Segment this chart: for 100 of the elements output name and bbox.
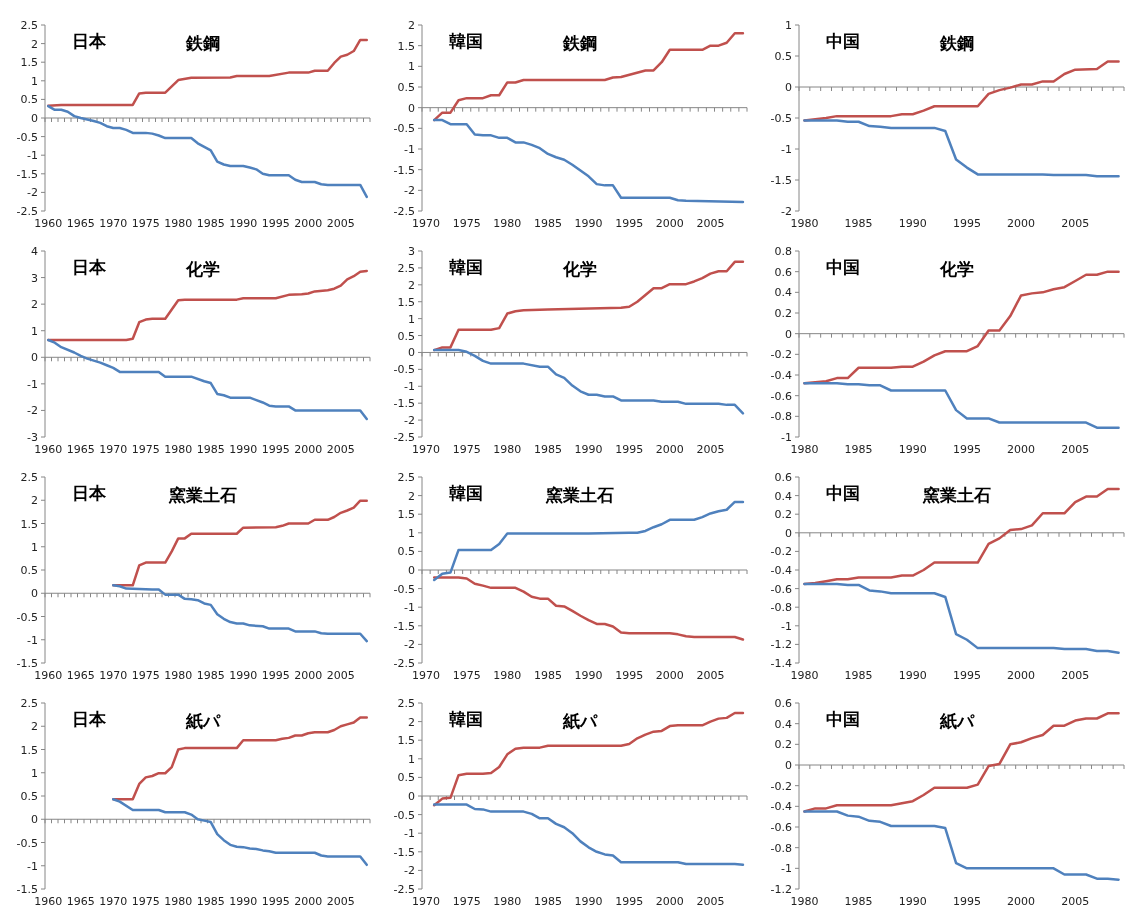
x-tick-label: 2000 <box>1007 443 1036 456</box>
y-tick-label: -2 <box>27 186 38 200</box>
x-tick-label: 1970 <box>99 669 128 682</box>
y-tick-label: -1.5 <box>393 163 415 177</box>
y-tick-label: 2.5 <box>20 471 38 484</box>
y-tick-label: -0.4 <box>770 369 792 382</box>
x-tick-label: 2000 <box>294 669 323 682</box>
x-tick-label: 1995 <box>615 895 644 908</box>
y-tick-label: -1 <box>404 380 415 394</box>
y-tick-label: 0.4 <box>774 489 792 503</box>
y-tick-label: -1 <box>27 633 38 647</box>
x-tick-label: 1995 <box>261 669 290 682</box>
x-tick-label: 1980 <box>164 443 193 456</box>
y-tick-label: 1 <box>408 526 415 540</box>
x-tick-label: 1985 <box>533 443 562 456</box>
x-tick-label: 1980 <box>790 443 819 456</box>
y-tick-label: 0.6 <box>774 697 792 710</box>
x-tick-label: 2000 <box>655 217 684 230</box>
y-tick-label: -1.5 <box>16 167 38 181</box>
x-tick-label: 2000 <box>655 443 684 456</box>
x-tick-label: 1970 <box>99 217 128 230</box>
y-tick-label: 2.5 <box>397 471 415 484</box>
x-tick-label: 1995 <box>952 217 981 230</box>
x-tick-label: 1990 <box>229 443 258 456</box>
x-tick-label: 1985 <box>196 669 225 682</box>
x-tick-label: 1980 <box>493 895 522 908</box>
x-tick-label: 1990 <box>898 443 927 456</box>
x-tick-label: 1985 <box>196 217 225 230</box>
text: 窯業土石 <box>544 485 614 505</box>
x-tick-label: 1990 <box>574 895 603 908</box>
x-tick-label: 2005 <box>1061 669 1090 682</box>
y-tick-label: -2.5 <box>393 431 415 444</box>
y-tick-label: -0.8 <box>770 841 792 855</box>
y-tick-label: -0.6 <box>770 389 792 403</box>
x-tick-label: 1990 <box>574 669 603 682</box>
y-tick-label: -1.5 <box>393 397 415 411</box>
y-tick-label: 0.5 <box>774 50 792 63</box>
x-tick-label: 1975 <box>131 217 160 230</box>
text: 鉄鋼 <box>184 33 220 53</box>
x-tick-label: 1980 <box>493 443 522 456</box>
x-tick-label: 1980 <box>493 669 522 682</box>
y-tick-label: 0.5 <box>397 329 415 343</box>
y-tick-label: 1.5 <box>20 517 38 531</box>
y-tick-label: 1 <box>31 74 38 88</box>
y-tick-label: -1 <box>781 619 792 633</box>
x-tick-label: 1990 <box>898 669 927 682</box>
y-tick-label: 3 <box>408 245 415 258</box>
chart-title: 日本 <box>72 709 107 729</box>
y-tick-label: 2 <box>408 715 415 729</box>
x-tick-label: 2005 <box>326 895 355 908</box>
x-tick-label: 1960 <box>34 895 63 908</box>
x-tick-label: 1965 <box>66 217 95 230</box>
y-tick-label: -0.5 <box>16 610 38 624</box>
text: 窯業土石 <box>921 485 991 505</box>
x-tick-label: 1980 <box>790 217 819 230</box>
y-tick-label: 0.4 <box>774 717 792 731</box>
y-tick-label: -1.5 <box>393 619 415 633</box>
y-tick-label: 0.8 <box>774 245 792 258</box>
chart-title: 中国 <box>826 483 860 503</box>
x-tick-label: 2005 <box>326 669 355 682</box>
x-tick-label: 1990 <box>229 669 258 682</box>
text: 紙パ <box>938 711 975 731</box>
chart-title: 韓国 <box>449 483 483 503</box>
text: 紙パ <box>561 711 598 731</box>
y-tick-label: -1 <box>404 601 415 615</box>
x-tick-label: 1960 <box>34 669 63 682</box>
x-tick-label: 1995 <box>952 443 981 456</box>
x-tick-label: 1970 <box>412 669 441 682</box>
x-tick-label: 2005 <box>1061 443 1090 456</box>
x-tick-label: 1970 <box>412 217 441 230</box>
y-tick-label: 0 <box>785 526 792 540</box>
x-tick-label: 1995 <box>261 895 290 908</box>
y-tick-label: 2 <box>31 298 38 312</box>
y-tick-label: 2 <box>408 489 415 503</box>
x-tick-label: 1995 <box>615 443 644 456</box>
y-tick-label: -0.6 <box>770 821 792 834</box>
y-tick-label: 0.6 <box>774 471 792 484</box>
x-tick-label: 2000 <box>1007 669 1036 682</box>
text: 紙パ <box>184 711 221 731</box>
y-tick-label: 0 <box>785 759 792 772</box>
y-tick-label: -0.5 <box>393 122 415 136</box>
y-tick-label: 0.2 <box>774 307 792 320</box>
x-tick-label: 1995 <box>952 895 981 908</box>
y-tick-label: -3 <box>27 431 38 444</box>
text: 窯業土石 <box>167 485 237 505</box>
x-tick-label: 1975 <box>131 895 160 908</box>
x-tick-label: 1990 <box>229 895 258 908</box>
chart-title: 中国 <box>826 31 860 51</box>
y-tick-label: 0 <box>31 112 38 125</box>
x-tick-label: 1970 <box>412 443 441 456</box>
x-tick-label: 1980 <box>164 669 193 682</box>
y-tick-label: -1 <box>27 377 38 391</box>
y-tick-label: 0.5 <box>20 790 38 803</box>
y-tick-label: -1.4 <box>770 657 792 670</box>
x-tick-label: 1965 <box>66 443 95 456</box>
chart-title: 日本 <box>72 31 107 51</box>
y-tick-label: -0.2 <box>770 348 792 362</box>
y-tick-label: -0.5 <box>393 582 415 596</box>
y-tick-label: 1 <box>31 540 38 554</box>
y-tick-label: 1.5 <box>20 56 38 70</box>
